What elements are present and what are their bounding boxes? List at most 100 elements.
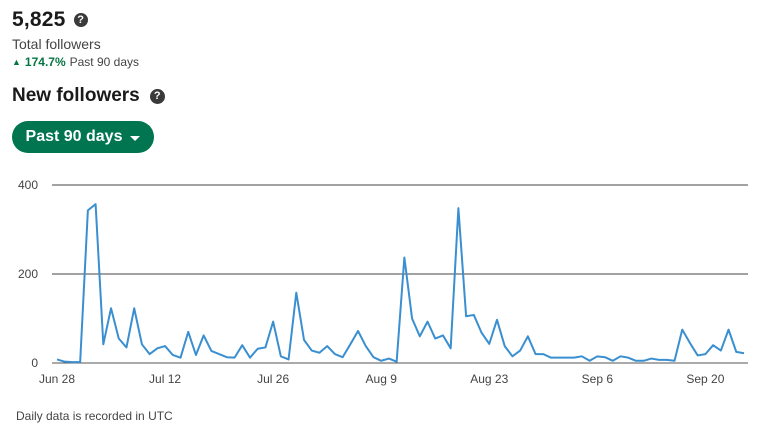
data-point[interactable]	[178, 355, 184, 361]
data-point[interactable]	[69, 359, 75, 365]
data-point[interactable]	[494, 317, 500, 323]
data-point[interactable]	[733, 349, 739, 355]
data-point[interactable]	[378, 358, 384, 364]
data-point[interactable]	[726, 327, 732, 333]
data-point[interactable]	[417, 333, 423, 339]
data-point[interactable]	[232, 355, 238, 361]
data-point[interactable]	[370, 354, 376, 360]
data-point[interactable]	[648, 356, 654, 362]
data-point[interactable]	[293, 290, 299, 296]
data-point[interactable]	[54, 356, 60, 362]
data-point[interactable]	[201, 332, 207, 338]
data-point[interactable]	[116, 336, 122, 342]
data-point[interactable]	[679, 327, 685, 333]
data-point[interactable]	[193, 352, 199, 358]
series-line	[56, 203, 745, 364]
data-point[interactable]	[625, 355, 631, 361]
data-point[interactable]	[239, 342, 245, 348]
data-point[interactable]	[139, 341, 145, 347]
data-point[interactable]	[479, 330, 485, 336]
x-tick-label: Sep 6	[582, 372, 614, 386]
data-point[interactable]	[224, 354, 230, 360]
data-point[interactable]	[617, 353, 623, 359]
data-point[interactable]	[594, 353, 600, 359]
data-point[interactable]	[672, 358, 678, 364]
data-point[interactable]	[656, 357, 662, 363]
data-point[interactable]	[710, 342, 716, 348]
data-point[interactable]	[208, 348, 214, 354]
time-range-dropdown[interactable]: Past 90 days	[12, 121, 154, 153]
data-point[interactable]	[394, 359, 400, 365]
data-point[interactable]	[571, 355, 577, 361]
data-point[interactable]	[216, 351, 222, 357]
data-point[interactable]	[324, 343, 330, 349]
chart-grid	[52, 184, 748, 364]
data-point[interactable]	[262, 344, 268, 350]
data-point[interactable]	[409, 316, 415, 322]
data-point[interactable]	[332, 351, 338, 357]
data-point[interactable]	[286, 356, 292, 362]
data-point[interactable]	[270, 319, 276, 325]
data-point[interactable]	[185, 329, 191, 335]
data-point[interactable]	[664, 357, 670, 363]
data-point[interactable]	[386, 356, 392, 362]
data-point[interactable]	[471, 312, 477, 318]
data-point[interactable]	[401, 255, 407, 261]
data-point[interactable]	[131, 305, 137, 311]
data-point[interactable]	[517, 348, 523, 354]
data-point[interactable]	[432, 336, 438, 342]
data-point[interactable]	[455, 205, 461, 211]
data-point[interactable]	[62, 359, 68, 365]
question-circle-icon[interactable]: ?	[149, 88, 165, 104]
data-point[interactable]	[85, 207, 91, 213]
data-point[interactable]	[108, 305, 114, 311]
data-point[interactable]	[316, 350, 322, 356]
data-point[interactable]	[695, 352, 701, 358]
x-tick-label: Jun 28	[39, 372, 75, 386]
data-point[interactable]	[247, 355, 253, 361]
data-point[interactable]	[641, 358, 647, 364]
x-tick-label: Jul 26	[257, 372, 289, 386]
data-point[interactable]	[123, 344, 129, 350]
data-point[interactable]	[440, 332, 446, 338]
data-point[interactable]	[340, 354, 346, 360]
data-point[interactable]	[602, 354, 608, 360]
data-point[interactable]	[363, 343, 369, 349]
data-point[interactable]	[162, 343, 168, 349]
data-point[interactable]	[702, 351, 708, 357]
data-point[interactable]	[548, 355, 554, 361]
data-point[interactable]	[633, 358, 639, 364]
data-point[interactable]	[425, 319, 431, 325]
data-point[interactable]	[509, 353, 515, 359]
data-point[interactable]	[587, 358, 593, 364]
data-point[interactable]	[100, 341, 106, 347]
data-point[interactable]	[347, 341, 353, 347]
data-point[interactable]	[687, 340, 693, 346]
data-point[interactable]	[355, 328, 361, 334]
data-point[interactable]	[533, 351, 539, 357]
data-point[interactable]	[610, 358, 616, 364]
data-point[interactable]	[154, 345, 160, 351]
data-point[interactable]	[147, 351, 153, 357]
data-point[interactable]	[255, 346, 261, 352]
data-point[interactable]	[309, 348, 315, 354]
question-circle-icon[interactable]: ?	[73, 13, 88, 27]
data-point[interactable]	[502, 343, 508, 349]
data-point[interactable]	[563, 355, 569, 361]
x-tick-label: Aug 9	[366, 372, 398, 386]
data-point[interactable]	[579, 353, 585, 359]
data-point[interactable]	[278, 353, 284, 359]
data-point[interactable]	[93, 201, 99, 207]
y-tick-label: 400	[18, 178, 38, 192]
data-point[interactable]	[463, 313, 469, 319]
data-point[interactable]	[556, 355, 562, 361]
data-point[interactable]	[525, 333, 531, 339]
data-point[interactable]	[540, 351, 546, 357]
data-point[interactable]	[170, 352, 176, 358]
data-point[interactable]	[448, 345, 454, 351]
data-point[interactable]	[486, 341, 492, 347]
data-point[interactable]	[741, 350, 747, 356]
data-point[interactable]	[718, 348, 724, 354]
data-point[interactable]	[77, 359, 83, 365]
data-point[interactable]	[301, 337, 307, 343]
